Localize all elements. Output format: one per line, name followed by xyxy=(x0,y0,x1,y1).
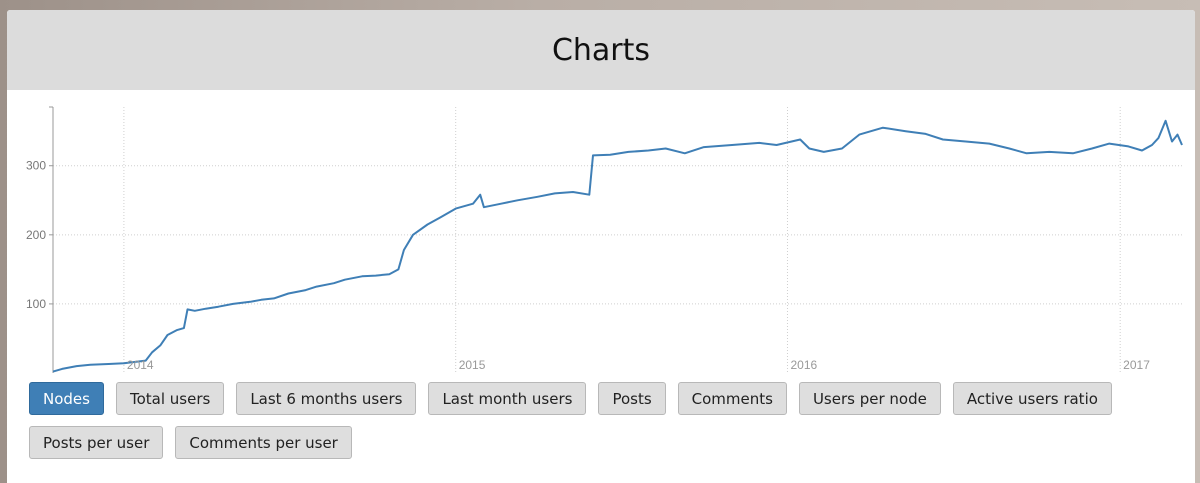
x-tick-label: 2017 xyxy=(1123,358,1150,372)
chart-labels: 100 200 300 2014 2015 2016 2017 xyxy=(26,159,1150,372)
charts-panel: Charts 100 200 300 2014 2015 2016 2017 Nodes To… xyxy=(7,10,1195,483)
y-tick-label: 100 xyxy=(26,297,46,311)
x-tick-label: 2016 xyxy=(790,358,817,372)
comments-button[interactable]: Comments xyxy=(677,382,787,415)
nodes-button[interactable]: Nodes xyxy=(29,382,104,415)
line-chart: 100 200 300 2014 2015 2016 2017 xyxy=(26,106,1183,373)
users-per-node-button[interactable]: Users per node xyxy=(798,382,941,415)
x-tick-label: 2015 xyxy=(459,358,486,372)
total-users-button[interactable]: Total users xyxy=(115,382,225,415)
chart-selector: Nodes Total users Last 6 months users Last … xyxy=(29,382,1179,459)
posts-button[interactable]: Posts xyxy=(598,382,666,415)
y-tick-label: 200 xyxy=(26,228,46,242)
last-6-months-users-button[interactable]: Last 6 months users xyxy=(236,382,417,415)
posts-per-user-button[interactable]: Posts per user xyxy=(29,426,164,459)
last-month-users-button[interactable]: Last month users xyxy=(428,382,587,415)
x-tick-label: 2014 xyxy=(127,358,154,372)
chart-grid xyxy=(53,107,1182,373)
active-users-ratio-button[interactable]: Active users ratio xyxy=(952,382,1112,415)
comments-per-user-button[interactable]: Comments per user xyxy=(175,426,352,459)
y-tick-label: 300 xyxy=(26,159,46,173)
panel-header: Charts xyxy=(7,10,1195,90)
chart-plot xyxy=(52,119,1183,373)
chart-axes xyxy=(49,106,54,373)
chart-area: 100 200 300 2014 2015 2016 2017 xyxy=(7,90,1195,373)
page-title: Charts xyxy=(551,32,651,68)
series-line-0 xyxy=(52,119,1183,373)
